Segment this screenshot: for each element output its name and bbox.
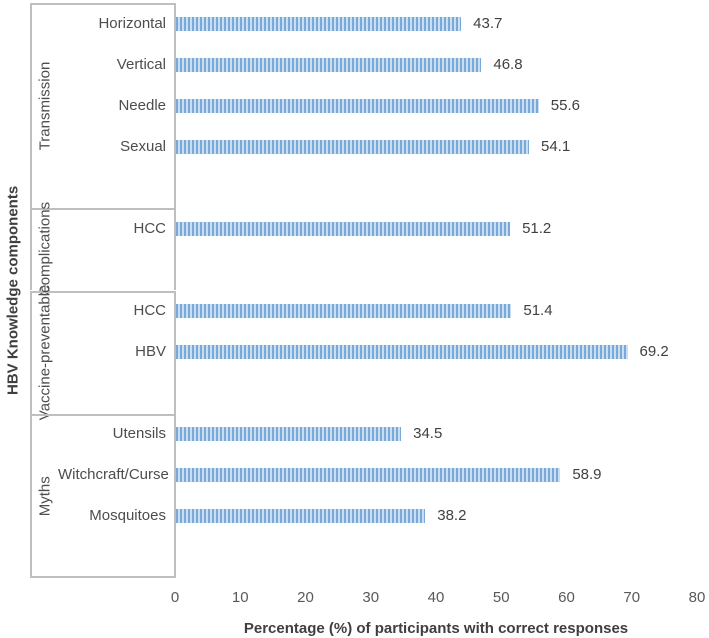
- x-tick-label: 50: [492, 589, 510, 606]
- category-label: HCC: [133, 219, 167, 237]
- x-tick-label: 10: [231, 589, 249, 606]
- value-label: 46.8: [493, 55, 523, 73]
- category-label: Mosquitoes: [89, 507, 166, 525]
- category-label: Sexual: [120, 137, 166, 155]
- category-label: Witchcraft/Curse: [58, 466, 169, 484]
- group-label: Complications: [36, 202, 54, 297]
- value-label: 69.2: [639, 343, 669, 361]
- bar: [176, 139, 529, 154]
- bar: [176, 221, 511, 236]
- x-tick-label: 70: [623, 589, 641, 606]
- x-axis-title: Percentage (%) of participants with corr…: [243, 620, 629, 637]
- value-label: 58.9: [572, 466, 602, 484]
- x-tick-label: 20: [297, 589, 314, 606]
- bar: [176, 345, 628, 360]
- category-label: Horizontal: [98, 14, 166, 32]
- category-label: HCC: [133, 302, 167, 320]
- bar: [176, 427, 402, 442]
- bar: [176, 98, 539, 113]
- value-label: 51.2: [522, 219, 552, 237]
- x-tick-label: 40: [427, 589, 445, 606]
- value-label: 34.5: [413, 425, 443, 443]
- x-tick-label: 80: [688, 589, 706, 606]
- group-box: [30, 3, 176, 209]
- category-label: Vertical: [116, 55, 166, 73]
- group-label: Vaccine-preventable: [36, 284, 54, 420]
- value-label: 55.6: [550, 96, 580, 114]
- value-label: 38.2: [437, 507, 467, 525]
- value-label: 54.1: [541, 137, 571, 155]
- bar: [176, 304, 512, 319]
- bar: [176, 509, 426, 524]
- x-tick-label: 30: [362, 589, 380, 606]
- category-label: Utensils: [112, 425, 166, 443]
- group-label: Myths: [36, 475, 54, 516]
- bar: [176, 468, 561, 483]
- category-label: Needle: [118, 96, 166, 114]
- x-tick-label: 60: [558, 589, 575, 606]
- category-label: HBV: [135, 343, 166, 361]
- value-label: 51.4: [523, 302, 553, 320]
- value-label: 43.7: [473, 14, 503, 32]
- x-tick-label: 0: [170, 589, 180, 606]
- group-box: [30, 208, 176, 291]
- bar: [176, 57, 482, 72]
- group-label: Transmission: [36, 61, 54, 150]
- bar: [176, 16, 462, 31]
- group-box: [30, 413, 176, 578]
- group-box: [30, 290, 176, 414]
- y-axis-title: HBV Knowledge components: [4, 185, 22, 396]
